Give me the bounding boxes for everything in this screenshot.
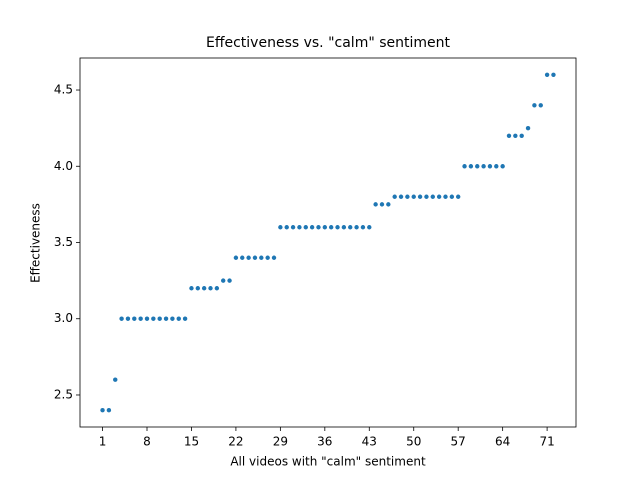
point — [233, 255, 239, 260]
point — [151, 316, 156, 321]
point — [386, 202, 391, 207]
point — [138, 316, 143, 321]
point — [449, 194, 455, 199]
chart-title: Effectiveness vs. "calm" sentiment — [206, 35, 450, 51]
x-tick-label: 1 — [99, 435, 107, 449]
point — [348, 225, 353, 230]
point — [163, 316, 169, 321]
point — [322, 225, 328, 230]
point — [259, 255, 264, 260]
point — [106, 408, 112, 413]
x-tick-label: 36 — [317, 435, 332, 449]
point — [532, 103, 537, 108]
point — [462, 164, 467, 169]
point — [157, 316, 162, 321]
point — [265, 255, 270, 260]
point — [284, 225, 289, 230]
point — [341, 225, 347, 230]
point — [290, 225, 296, 230]
point — [144, 316, 150, 321]
point — [468, 164, 474, 169]
x-tick-label: 15 — [184, 435, 199, 449]
point — [246, 255, 251, 260]
point — [297, 225, 302, 230]
point — [513, 133, 518, 138]
point — [227, 278, 232, 283]
point — [309, 225, 315, 230]
point — [405, 194, 410, 199]
point — [208, 286, 213, 291]
point — [367, 225, 372, 230]
point — [195, 286, 201, 291]
point — [335, 225, 340, 230]
y-tick-label: 3.0 — [54, 311, 73, 325]
point — [443, 194, 448, 199]
point — [360, 225, 366, 230]
point — [170, 316, 175, 321]
x-tick-label: 57 — [451, 435, 466, 449]
point — [119, 316, 124, 321]
point — [379, 202, 385, 207]
x-tick-label: 71 — [539, 435, 554, 449]
point — [100, 408, 105, 413]
point — [316, 225, 321, 230]
point — [201, 286, 207, 291]
point — [373, 202, 378, 207]
x-tick-label: 8 — [143, 435, 151, 449]
y-tick-label: 2.5 — [54, 387, 73, 401]
x-tick-label: 43 — [362, 435, 377, 449]
x-tick-label: 22 — [228, 435, 243, 449]
point — [398, 194, 404, 199]
point — [303, 225, 308, 230]
point — [551, 72, 556, 77]
point — [430, 194, 435, 199]
point — [538, 103, 543, 108]
x-axis-label: All videos with "calm" sentiment — [230, 455, 426, 469]
point — [494, 164, 499, 169]
point — [519, 133, 524, 138]
point — [417, 194, 423, 199]
point — [481, 164, 486, 169]
x-tick-label: 50 — [406, 435, 421, 449]
y-tick-label: 3.5 — [54, 235, 73, 249]
point — [113, 377, 118, 382]
point — [182, 316, 188, 321]
point — [278, 225, 283, 230]
y-tick-label: 4.0 — [54, 159, 73, 173]
point — [125, 316, 131, 321]
point — [214, 286, 220, 291]
point — [240, 255, 245, 260]
point — [487, 164, 493, 169]
point — [411, 194, 416, 199]
point — [455, 194, 461, 199]
point — [271, 255, 277, 260]
point — [544, 72, 550, 77]
point — [506, 133, 512, 138]
y-axis-label: Effectiveness — [29, 203, 43, 283]
x-tick-label: 29 — [273, 435, 288, 449]
point — [176, 316, 181, 321]
point — [354, 225, 359, 230]
point — [475, 164, 480, 169]
point — [132, 316, 137, 321]
point — [424, 194, 429, 199]
point — [328, 225, 334, 230]
point — [189, 286, 194, 291]
point — [252, 255, 258, 260]
point — [436, 194, 442, 199]
point — [221, 278, 226, 283]
point — [525, 125, 531, 131]
point — [392, 194, 397, 199]
x-tick-label: 64 — [495, 435, 510, 449]
point — [500, 164, 505, 169]
y-tick-label: 4.5 — [54, 83, 73, 97]
